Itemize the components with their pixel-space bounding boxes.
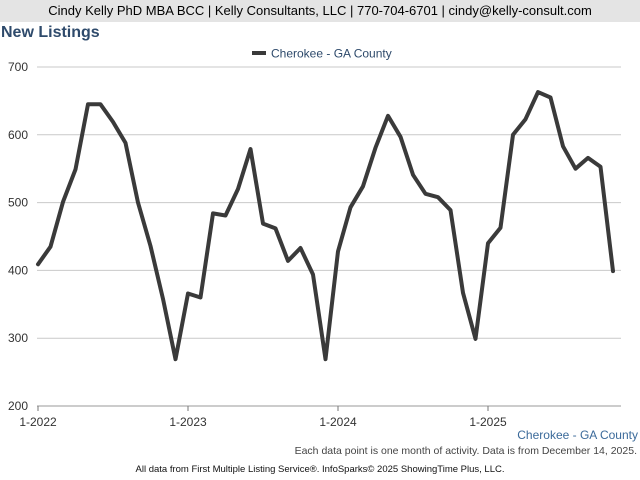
data-point <box>311 272 315 277</box>
data-point <box>298 246 303 250</box>
data-point <box>386 114 390 118</box>
x-tick-label: 1-2024 <box>319 415 357 429</box>
data-point <box>273 226 278 230</box>
data-point <box>586 156 590 160</box>
data-point <box>423 192 428 196</box>
data-point <box>61 200 65 204</box>
y-tick-label: 600 <box>8 128 28 142</box>
data-point <box>223 213 228 218</box>
data-point <box>461 291 465 295</box>
data-point <box>473 337 478 341</box>
data-point <box>111 120 115 124</box>
data-point <box>511 133 515 137</box>
data-point <box>36 262 40 266</box>
data-point <box>398 135 403 139</box>
x-tick-label: 1-2023 <box>169 415 207 429</box>
contact-info: Cindy Kelly PhD MBA BCC | Kelly Consulta… <box>48 3 592 18</box>
data-point <box>48 245 53 249</box>
contact-header-bar: Cindy Kelly PhD MBA BCC | Kelly Consulta… <box>0 0 640 22</box>
y-tick-label: 500 <box>8 196 28 210</box>
x-tick-label: 1-2025 <box>469 415 507 429</box>
data-point <box>198 295 203 300</box>
line-chart: 200 300 400 500 600 700 1-2022 1-2023 1-2024 1-20… <box>8 47 621 429</box>
data-point <box>161 297 165 301</box>
data-point <box>86 102 90 106</box>
y-tick-label: 700 <box>8 60 28 74</box>
data-point <box>498 226 503 230</box>
data-point <box>186 291 190 296</box>
data-point <box>598 165 603 169</box>
data-source: All data from First Multiple Listing Ser… <box>135 464 505 475</box>
data-point <box>211 211 215 216</box>
data-point <box>411 173 415 177</box>
chart-title: New Listings <box>1 24 100 41</box>
data-point <box>286 259 290 263</box>
data-note: Each data point is one month of activity… <box>294 445 637 457</box>
data-point <box>523 117 528 121</box>
series-line-0 <box>36 90 615 362</box>
data-point <box>173 357 178 361</box>
data-point <box>136 201 140 205</box>
data-point <box>98 102 103 106</box>
data-point <box>323 357 328 361</box>
data-point <box>336 249 340 254</box>
data-point <box>561 144 565 148</box>
y-tick-label: 200 <box>8 399 28 413</box>
data-point <box>573 167 578 171</box>
data-point <box>448 208 453 212</box>
data-point <box>148 244 153 248</box>
x-tick-label: 1-2022 <box>19 415 57 429</box>
y-tick-label: 400 <box>8 263 28 277</box>
data-point <box>123 141 128 145</box>
data-point <box>73 167 78 171</box>
data-point <box>248 147 253 151</box>
region-label: Cherokee - GA County <box>517 428 638 442</box>
data-point <box>348 205 353 209</box>
data-point <box>236 187 240 191</box>
data-point <box>373 146 378 150</box>
data-point <box>261 222 265 226</box>
data-point <box>436 195 440 199</box>
y-tick-label: 300 <box>8 331 28 345</box>
data-point <box>486 241 490 245</box>
data-point <box>548 95 553 100</box>
data-point <box>361 184 365 188</box>
legend-label: Cherokee - GA County <box>271 47 392 61</box>
data-point <box>611 269 615 273</box>
data-point <box>536 90 540 94</box>
